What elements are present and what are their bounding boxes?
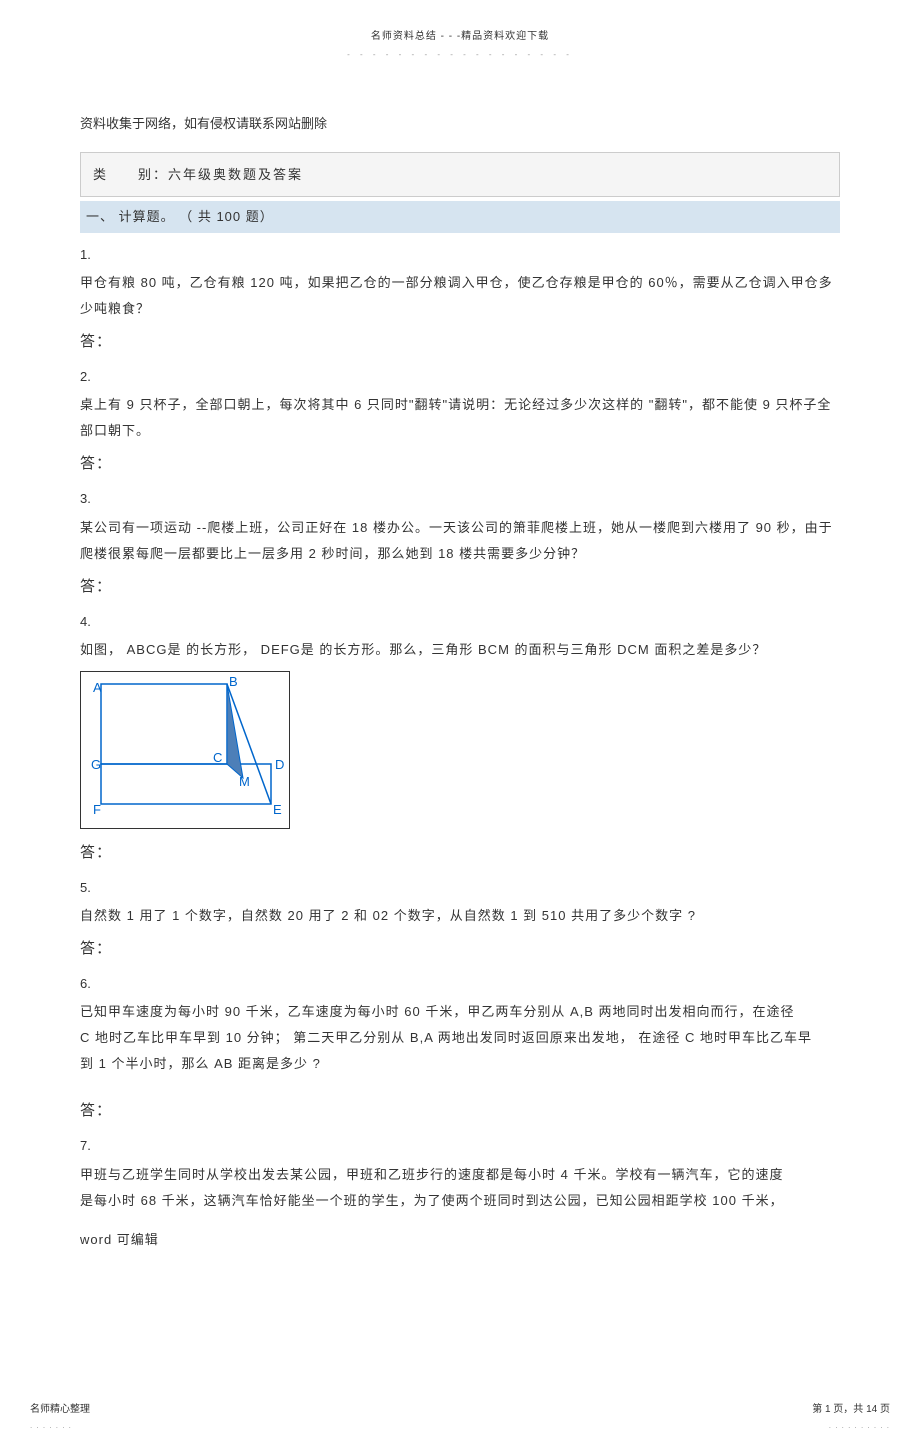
q3-number: 3. [80,487,840,510]
label-d: D [275,757,284,772]
word-editable: word 可编辑 [80,1228,840,1251]
q4-text: 如图， ABCG是 的长方形， DEFG是 的长方形。那么，三角形 BCM 的面… [80,637,840,663]
label-f: F [93,802,101,817]
q5-text: 自然数 1 用了 1 个数字，自然数 20 用了 2 和 02 个数字，从自然数… [80,903,840,929]
category-box: 类 别：六年级奥数题及答案 [80,152,840,197]
q2-number: 2. [80,365,840,388]
q7-number: 7. [80,1134,840,1157]
q1-number: 1. [80,243,840,266]
q4-figure: A B C D E F G M [80,671,290,828]
q1-text: 甲仓有粮 80 吨，乙仓有粮 120 吨，如果把乙仓的一部分粮调入甲仓，使乙仓存… [80,270,840,322]
q7-text-line1: 甲班与乙班学生同时从学校出发去某公园，甲班和乙班步行的速度都是每小时 4 千米。… [80,1162,840,1188]
q5-answer: 答： [80,935,840,962]
q2-answer: 答： [80,450,840,477]
q6-text-line2: C 地时乙车比甲车早到 10 分钟； 第二天甲乙分别从 B,A 两地出发同时返回… [80,1025,840,1051]
label-a: A [93,680,102,695]
q6-answer: 答： [80,1097,840,1124]
q5-number: 5. [80,876,840,899]
q6-text-line1: 已知甲车速度为每小时 90 千米，乙车速度为每小时 60 千米，甲乙两车分别从 … [80,999,840,1025]
header-dots: - - - - - - - - - - - - - - - - - - [0,48,920,62]
q3-text: 某公司有一项运动 --爬楼上班，公司正好在 18 楼办公。一天该公司的箫菲爬楼上… [80,515,840,567]
footer-right: 第 1 页，共 14 页 . . . . . . . . . . [812,1401,890,1433]
label-m: M [239,774,250,789]
footer-right-dots: . . . . . . . . . . [812,1419,890,1433]
footer-left-dots: . . . . . . . [30,1419,890,1433]
label-c: C [213,750,222,765]
label-b: B [229,674,238,689]
header-title: 名师资料总结 - - -精品资料欢迎下载 [0,0,920,46]
q7-text-line2: 是每小时 68 千米，这辆汽车恰好能坐一个班的学生，为了使两个班同时到达公园，已… [80,1188,840,1214]
q4-number: 4. [80,610,840,633]
q4-answer: 答： [80,839,840,866]
label-g: G [91,757,101,772]
geometry-diagram: A B C D E F G M [81,672,289,820]
label-e: E [273,802,282,817]
notice-text: 资料收集于网络，如有侵权请联系网站删除 [80,112,840,135]
page-footer: 名师精心整理 . . . . . . . 第 1 页，共 14 页 . . . … [0,1281,920,1443]
shaded-triangle [227,684,243,778]
q1-answer: 答： [80,328,840,355]
q6-text-line3: 到 1 个半小时，那么 AB 距离是多少 ? [80,1051,840,1077]
footer-left-text: 名师精心整理 [30,1404,90,1415]
section-title: 一、 计算题。 （ 共 100 题） [80,201,840,232]
q2-text: 桌上有 9 只杯子，全部口朝上，每次将其中 6 只同时"翻转"请说明：无论经过多… [80,392,840,444]
q6-number: 6. [80,972,840,995]
rect-abcg [101,684,227,764]
q3-answer: 答： [80,573,840,600]
footer-page-info: 第 1 页，共 14 页 [812,1404,890,1415]
document-content: 资料收集于网络，如有侵权请联系网站删除 类 别：六年级奥数题及答案 一、 计算题… [0,62,920,1281]
